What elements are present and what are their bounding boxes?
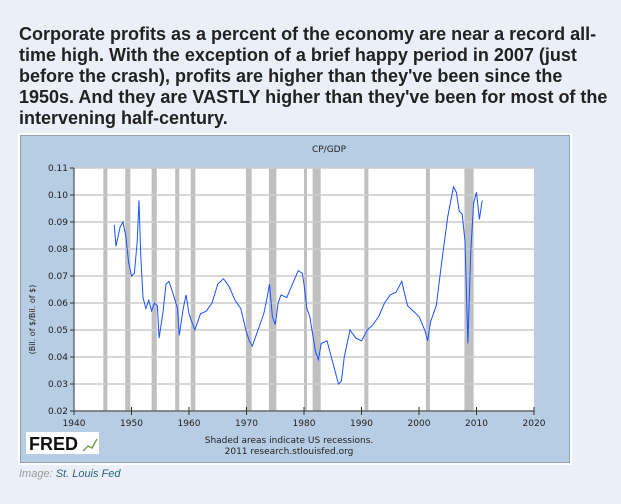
image-caption: Image: St. Louis Fed (19, 468, 121, 480)
chart-svg: 0.02 0.03 0.04 0.05 0.06 0.07 0.08 0.09 0.10 0.11… (26, 145, 546, 457)
x-tick-label: 1960 (178, 419, 201, 429)
recession-band (103, 168, 108, 411)
x-tick-label: 1970 (235, 419, 258, 429)
series-line-0 (113, 185, 483, 385)
y-tick-label: 0.08 (48, 245, 68, 255)
y-axis-label: (Bil. of $/Bil. of $) (28, 285, 37, 355)
chart-note: 2011 research.stlouisfed.org (225, 447, 354, 457)
y-tick-label: 0.04 (48, 353, 68, 363)
fred-logo-bg (26, 432, 99, 454)
y-tick-label: 0.11 (48, 164, 68, 174)
recession-band (125, 168, 131, 411)
fred-chart: 0.02 0.03 0.04 0.05 0.06 0.07 0.08 0.09 0.10 0.11… (20, 135, 570, 463)
recession-band (175, 168, 180, 411)
source-link[interactable]: St. Louis Fed (55, 468, 121, 480)
article-heading: Corporate profits as a percent of the ec… (19, 24, 608, 128)
x-tick-label: 2020 (523, 419, 546, 429)
fred-logo-chart-icon (82, 438, 98, 452)
y-tick-label: 0.09 (48, 218, 68, 228)
y-tick-label: 0.07 (48, 272, 68, 282)
y-tick-label: 0.02 (48, 407, 68, 417)
recession-band (312, 168, 321, 411)
recession-band (364, 168, 369, 411)
x-tick-label: 1940 (63, 419, 86, 429)
y-tick-label: 0.03 (48, 380, 68, 390)
recession-band (151, 168, 157, 411)
fred-logo: FRED (29, 434, 78, 454)
x-tick-label: 1950 (120, 419, 143, 429)
recession-band (425, 168, 430, 411)
chart-note: Shaded areas indicate US recessions. (205, 436, 374, 446)
x-tick-label: 2010 (465, 419, 488, 429)
recession-band (268, 168, 277, 411)
recession-band (190, 168, 196, 411)
y-tick-label: 0.06 (48, 299, 68, 309)
recession-band (464, 168, 474, 411)
x-tick-label: 1980 (293, 419, 316, 429)
recession-band (304, 168, 307, 411)
x-tick-label: 1990 (350, 419, 373, 429)
chart-title: CP/GDP (312, 145, 347, 155)
y-tick-label: 0.10 (48, 191, 68, 201)
caption-prefix: Image: (19, 468, 53, 480)
recession-band (245, 168, 252, 411)
y-tick-label: 0.05 (48, 326, 68, 336)
x-tick-label: 2000 (408, 419, 431, 429)
